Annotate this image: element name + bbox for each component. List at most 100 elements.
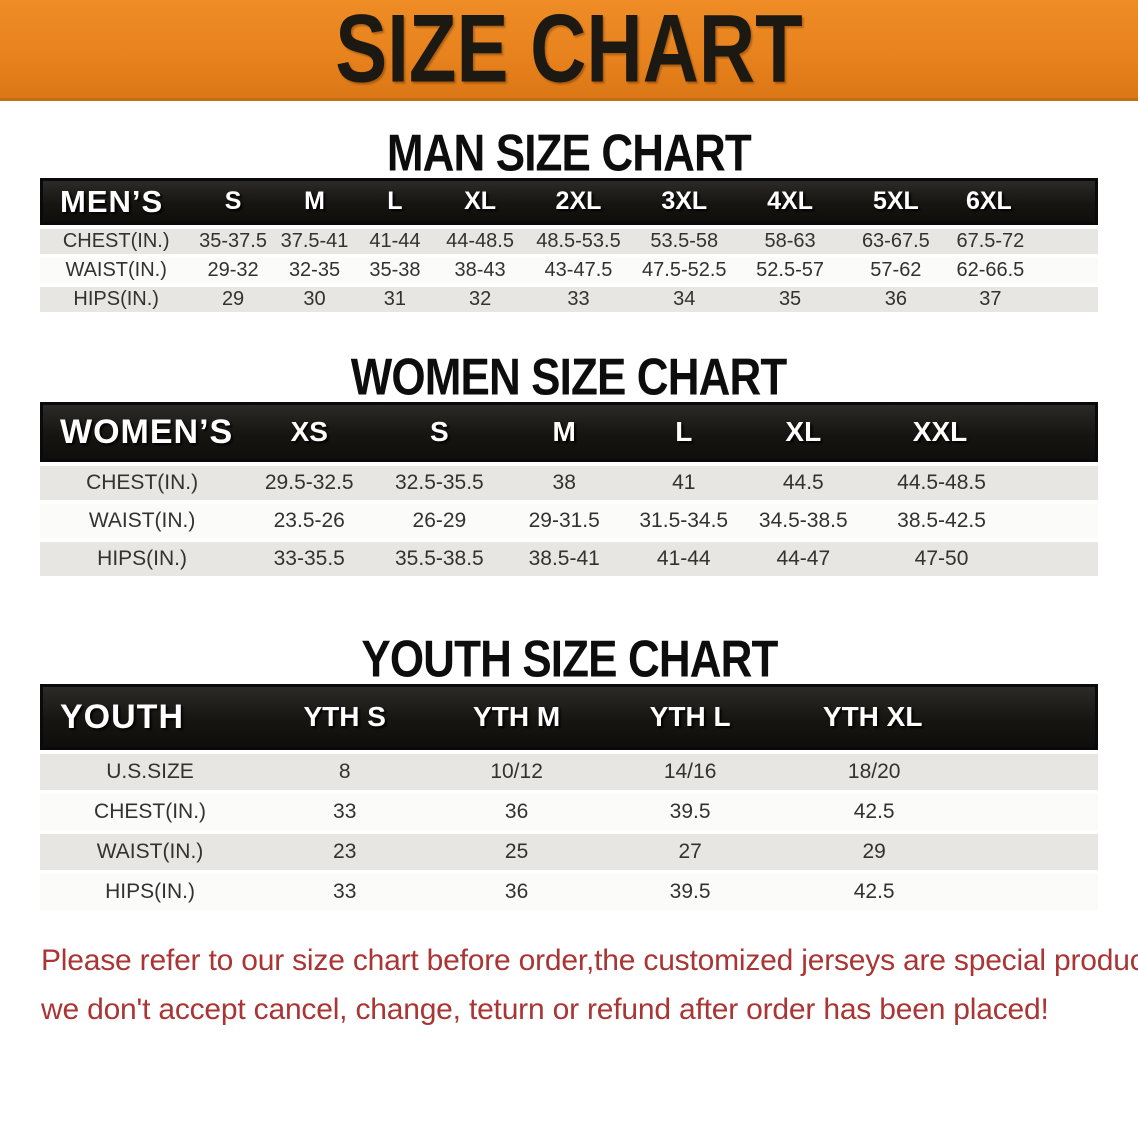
measurement-label: HIPS(IN.) bbox=[40, 283, 193, 312]
measurement-value: 35-38 bbox=[355, 254, 435, 283]
measurement-value: 41-44 bbox=[623, 538, 744, 576]
measurement-label: WAIST(IN.) bbox=[40, 830, 261, 870]
size-column-label: S bbox=[192, 178, 274, 225]
youth-size-table-body: U.S.SIZE 8 10/12 14/16 18/20 CHEST(IN.) 33 36 39… bbox=[40, 750, 1098, 910]
women-section-heading-text: WOMEN SIZE CHART bbox=[351, 347, 788, 407]
banner: SIZE CHART bbox=[0, 0, 1138, 101]
men-size-table: MEN’S S M L XL 2XL 3XL 4XL 5XL 6XL CHEST(IN.) 35-3… bbox=[40, 178, 1098, 312]
size-column-label: L bbox=[623, 402, 744, 462]
size-column-label: L bbox=[355, 178, 435, 225]
measurement-value: 35 bbox=[737, 283, 843, 312]
measurement-value: 26-29 bbox=[374, 500, 505, 538]
man-section-heading-text: MAN SIZE CHART bbox=[386, 123, 752, 183]
banner-title: SIZE CHART bbox=[335, 0, 803, 103]
measurement-value: 33-35.5 bbox=[244, 538, 375, 576]
man-section-heading: MAN SIZE CHART bbox=[0, 123, 1138, 183]
measurement-value: 57-62 bbox=[842, 254, 949, 283]
measurement-value: 44-47 bbox=[743, 538, 864, 576]
measurement-value: 8 bbox=[260, 750, 430, 790]
measurement-value: 29-31.5 bbox=[504, 500, 624, 538]
measurement-value: 47-50 bbox=[863, 538, 1098, 576]
size-column-label: YTH XL bbox=[776, 684, 1098, 750]
measurement-row: HIPS(IN.) 29 30 31 32 33 34 35 36 37 bbox=[40, 283, 1098, 312]
size-column-label: YTH S bbox=[260, 684, 430, 750]
measurement-value: 23 bbox=[260, 830, 430, 870]
order-notice-line-1: Please refer to our size chart before or… bbox=[41, 944, 1138, 977]
measurement-row: CHEST(IN.) 35-37.5 37.5-41 41-44 44-48.5 48.5… bbox=[40, 225, 1098, 254]
size-column-label: XL bbox=[434, 178, 526, 225]
measurement-value: 32.5-35.5 bbox=[374, 462, 505, 500]
measurement-row: HIPS(IN.) 33 36 39.5 42.5 bbox=[40, 870, 1098, 910]
order-notice-line-2: we don't accept cancel, change, teturn o… bbox=[41, 993, 1049, 1026]
size-column-label: 6XL bbox=[948, 178, 1098, 225]
measurement-row: U.S.SIZE 8 10/12 14/16 18/20 bbox=[40, 750, 1098, 790]
measurement-value: 39.5 bbox=[603, 790, 777, 830]
measurement-value: 23.5-26 bbox=[244, 500, 375, 538]
group-label: WOMEN’S bbox=[40, 402, 245, 462]
measurement-value: 33 bbox=[260, 870, 430, 910]
measurement-value: 42.5 bbox=[776, 870, 1098, 910]
youth-size-table: YOUTH YTH S YTH M YTH L YTH XL U.S.SIZE 8 10/1… bbox=[40, 684, 1098, 910]
measurement-value: 34.5-38.5 bbox=[743, 500, 864, 538]
group-label: MEN’S bbox=[40, 178, 193, 225]
measurement-value: 38.5-42.5 bbox=[863, 500, 1098, 538]
measurement-label: U.S.SIZE bbox=[40, 750, 261, 790]
measurement-value: 33 bbox=[525, 283, 632, 312]
men-size-table-header: MEN’S S M L XL 2XL 3XL 4XL 5XL 6XL bbox=[40, 178, 1098, 225]
women-size-table-header: WOMEN’S XS S M L XL XXL bbox=[40, 402, 1098, 462]
measurement-label: WAIST(IN.) bbox=[40, 254, 193, 283]
measurement-value: 38.5-41 bbox=[504, 538, 624, 576]
size-column-label: S bbox=[374, 402, 505, 462]
measurement-value: 18/20 bbox=[776, 750, 1098, 790]
size-column-label: M bbox=[273, 178, 356, 225]
measurement-value: 67.5-72 bbox=[948, 225, 1098, 254]
size-header-row: YOUTH YTH S YTH M YTH L YTH XL bbox=[40, 684, 1098, 750]
measurement-value: 29-32 bbox=[192, 254, 274, 283]
measurement-value: 44-48.5 bbox=[434, 225, 526, 254]
size-column-label: 4XL bbox=[737, 178, 843, 225]
measurement-label: HIPS(IN.) bbox=[40, 870, 261, 910]
measurement-row: WAIST(IN.) 23.5-26 26-29 29-31.5 31.5-34.5 34… bbox=[40, 500, 1098, 538]
size-column-label: XS bbox=[244, 402, 375, 462]
measurement-label: CHEST(IN.) bbox=[40, 790, 261, 830]
measurement-value: 62-66.5 bbox=[948, 254, 1098, 283]
measurement-label: HIPS(IN.) bbox=[40, 538, 245, 576]
size-column-label: 3XL bbox=[631, 178, 738, 225]
measurement-value: 32-35 bbox=[273, 254, 356, 283]
size-column-label: YTH M bbox=[429, 684, 604, 750]
measurement-value: 39.5 bbox=[603, 870, 777, 910]
measurement-value: 44.5 bbox=[743, 462, 864, 500]
measurement-row: CHEST(IN.) 29.5-32.5 32.5-35.5 38 41 44.5 44.5… bbox=[40, 462, 1098, 500]
measurement-value: 36 bbox=[429, 870, 604, 910]
women-size-table-body: CHEST(IN.) 29.5-32.5 32.5-35.5 38 41 44.5 44.5… bbox=[40, 462, 1098, 576]
measurement-value: 33 bbox=[260, 790, 430, 830]
youth-size-chart-section: YOUTH SIZE CHART YOUTH YTH S YTH M YTH L YTH… bbox=[0, 633, 1138, 910]
measurement-value: 35-37.5 bbox=[192, 225, 274, 254]
measurement-value: 25 bbox=[429, 830, 604, 870]
measurement-value: 48.5-53.5 bbox=[525, 225, 632, 254]
measurement-value: 38-43 bbox=[434, 254, 526, 283]
measurement-value: 42.5 bbox=[776, 790, 1098, 830]
measurement-value: 43-47.5 bbox=[525, 254, 632, 283]
measurement-value: 35.5-38.5 bbox=[374, 538, 505, 576]
measurement-value: 52.5-57 bbox=[737, 254, 843, 283]
measurement-value: 30 bbox=[273, 283, 356, 312]
measurement-value: 37.5-41 bbox=[273, 225, 356, 254]
measurement-value: 29.5-32.5 bbox=[244, 462, 375, 500]
measurement-row: HIPS(IN.) 33-35.5 35.5-38.5 38.5-41 41-44 44-… bbox=[40, 538, 1098, 576]
measurement-value: 37 bbox=[948, 283, 1098, 312]
women-section-heading: WOMEN SIZE CHART bbox=[0, 347, 1138, 407]
measurement-label: CHEST(IN.) bbox=[40, 462, 245, 500]
measurement-value: 38 bbox=[504, 462, 624, 500]
measurement-label: WAIST(IN.) bbox=[40, 500, 245, 538]
measurement-row: CHEST(IN.) 33 36 39.5 42.5 bbox=[40, 790, 1098, 830]
measurement-value: 36 bbox=[429, 790, 604, 830]
youth-size-table-header: YOUTH YTH S YTH M YTH L YTH XL bbox=[40, 684, 1098, 750]
measurement-value: 32 bbox=[434, 283, 526, 312]
size-column-label: YTH L bbox=[603, 684, 777, 750]
size-column-label: 5XL bbox=[842, 178, 949, 225]
women-size-chart-section: WOMEN SIZE CHART WOMEN’S XS S M L XL XXL CHEST… bbox=[0, 347, 1138, 576]
measurement-row: WAIST(IN.) 23 25 27 29 bbox=[40, 830, 1098, 870]
group-label: YOUTH bbox=[40, 684, 261, 750]
measurement-value: 29 bbox=[776, 830, 1098, 870]
